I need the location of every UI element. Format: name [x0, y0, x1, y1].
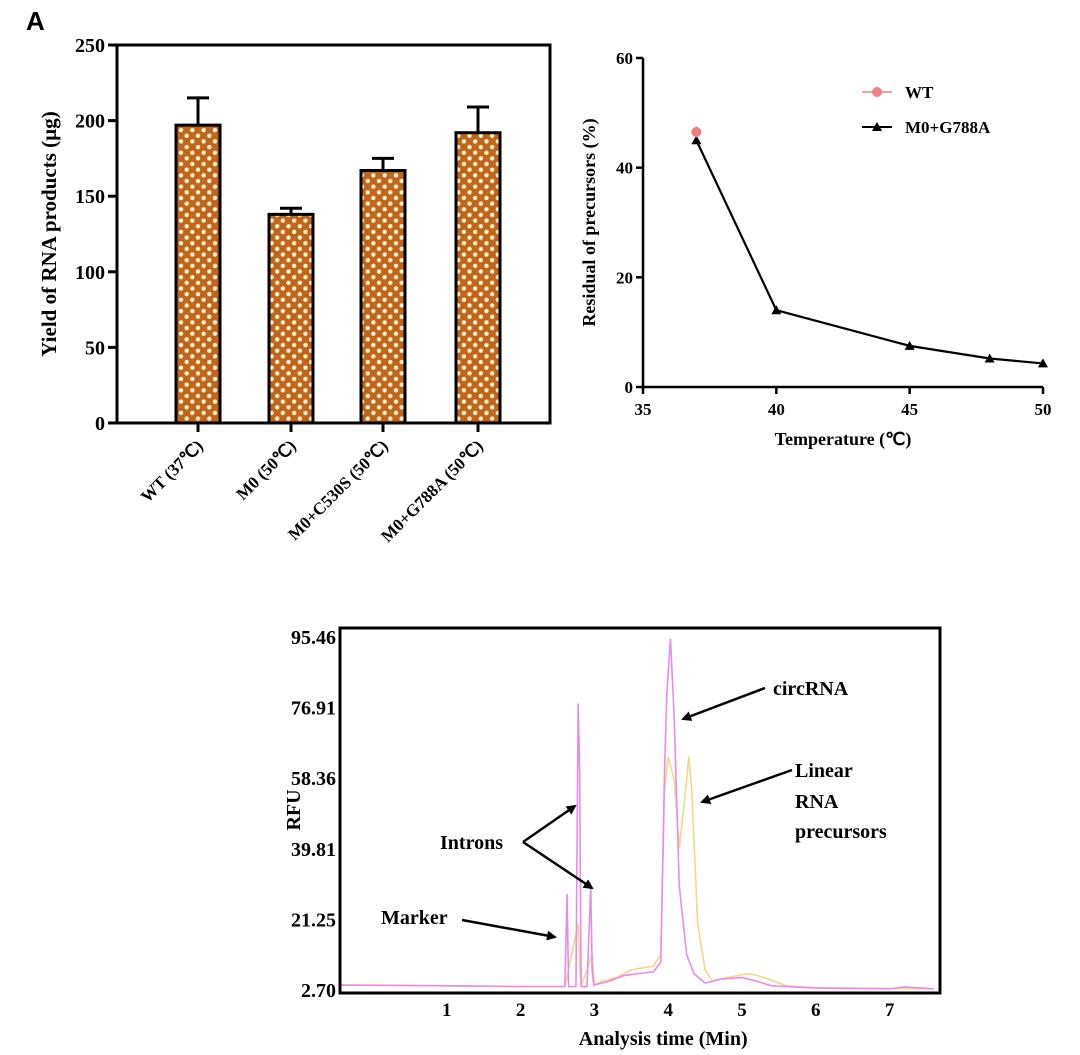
data-point-m0-g788a — [771, 305, 782, 315]
x-axis-label: Temperature (℃) — [775, 429, 912, 450]
arrow-linear-precursors — [700, 768, 793, 805]
x-tick-label: 4 — [663, 1000, 673, 1021]
y-tick-label: 20 — [616, 268, 633, 287]
y-tick-label: 2.70 — [301, 980, 336, 1002]
plot-frame — [338, 626, 942, 995]
linear-precursor-trace — [339, 756, 934, 990]
series-line-m0-g788a — [695, 139, 1044, 365]
x-tick-label: WT (37℃) — [137, 436, 207, 506]
annotation-introns: Introns — [440, 832, 503, 854]
x-tick-label: 35 — [635, 400, 652, 419]
electropherogram: 2.70 21.25 39.81 58.36 76.91 95.46 1 2 3 4 5 6 7 Anal… — [283, 626, 942, 1050]
x-tick-label: M0+G788A (50℃) — [377, 436, 487, 546]
y-tick-label: 58.36 — [291, 768, 336, 790]
x-tick-label: M0 (50℃) — [232, 436, 299, 503]
panel-label: A — [26, 6, 45, 36]
bar — [174, 123, 222, 425]
y-tick-label: 100 — [75, 262, 105, 284]
y-tick-label: 200 — [75, 111, 105, 133]
data-point-m0-g788a — [904, 340, 915, 350]
x-tick-label: 6 — [811, 1000, 821, 1021]
annotation-precursors: precursors — [795, 821, 887, 843]
x-tick-label: 50 — [1035, 400, 1052, 419]
y-tick-label: 250 — [75, 35, 105, 57]
legend-marker-wt — [872, 87, 882, 97]
temperature-line-chart: 0 20 40 60 35 40 45 50 Temperature (℃) Residual o… — [579, 49, 1052, 450]
legend-label-wt: WT — [905, 83, 934, 102]
bar-chart: WT (37℃) M0 (50℃)M0+C530S (50℃)M0+G788A (… — [37, 35, 552, 546]
y-tick-label: 40 — [616, 159, 633, 178]
x-tick-label: 3 — [590, 1000, 600, 1021]
y-axis-label: Residual of precursors (%) — [579, 118, 600, 326]
y-tick-label: 76.91 — [291, 698, 336, 720]
circrna-trace — [339, 638, 934, 990]
y-tick-label: 39.81 — [291, 839, 336, 861]
arrow-marker — [461, 918, 557, 941]
x-tick-label: 7 — [885, 1000, 895, 1021]
data-point-wt — [691, 127, 702, 138]
y-tick-label: 95.46 — [291, 627, 336, 649]
y-tick-label: 0 — [625, 378, 634, 397]
y-tick-label: 60 — [616, 49, 633, 68]
x-tick-label: 45 — [901, 400, 918, 419]
y-tick-label: 0 — [95, 413, 105, 435]
x-tick-label: 1 — [442, 1000, 452, 1021]
x-tick-label: 5 — [737, 1000, 747, 1021]
bar — [359, 168, 407, 425]
data-point-m0-g788a — [691, 135, 702, 145]
data-point-m0-g788a — [1038, 358, 1048, 368]
y-tick-label: 150 — [75, 186, 105, 208]
y-axis-label: RFU — [283, 789, 305, 830]
y-tick-label: 21.25 — [291, 909, 336, 931]
y-axis-label: Yield of RNA products (µg) — [37, 111, 61, 356]
bar — [267, 212, 315, 425]
plot-frame — [115, 43, 552, 425]
y-tick-label: 50 — [85, 337, 105, 359]
annotation-circrna: circRNA — [773, 678, 849, 700]
arrow-intron-2 — [522, 840, 594, 890]
legend-label-m0-g788a: M0+G788A — [905, 118, 991, 137]
x-axis-label: Analysis time (Min) — [579, 1028, 748, 1050]
x-tick-label: 40 — [768, 400, 785, 419]
data-point-m0-g788a — [984, 353, 995, 363]
arrow-intron-1 — [522, 804, 577, 844]
annotation-rna: RNA — [795, 791, 839, 813]
annotation-linear: Linear — [795, 760, 853, 782]
bar — [454, 131, 502, 425]
x-tick-label: 2 — [516, 1000, 526, 1021]
annotation-marker: Marker — [381, 907, 448, 929]
legend-marker-m0-g788a — [872, 122, 882, 131]
x-tick-label: M0+C530S (50℃) — [284, 436, 392, 544]
arrow-circrna — [681, 686, 766, 721]
